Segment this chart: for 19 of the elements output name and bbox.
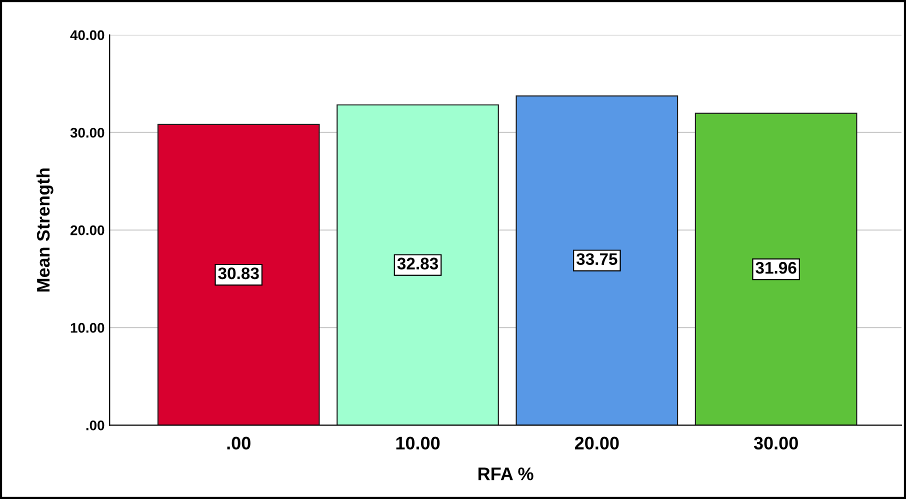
x-axis-title: RFA % — [478, 468, 534, 480]
data-label: 33.75 — [576, 253, 618, 266]
y-tick-label: 30.00 — [70, 128, 104, 138]
y-tick-label: .00 — [86, 420, 104, 430]
data-label: 31.96 — [756, 262, 796, 274]
bar — [694, 112, 858, 426]
data-label: 30.83 — [218, 267, 259, 280]
bar — [157, 124, 320, 426]
bar — [336, 104, 499, 426]
y-tick-label: 10.00 — [70, 322, 104, 333]
x-tick-label: 30.00 — [754, 436, 798, 450]
x-tick-label: 20.00 — [574, 436, 619, 450]
y-axis-title: Mean Strength — [36, 168, 54, 292]
bar — [516, 95, 678, 426]
x-tick-label: .00 — [227, 436, 250, 450]
data-label: 32.83 — [397, 258, 438, 270]
y-tick-label: 20.00 — [70, 225, 104, 236]
y-tick-label: 40.00 — [70, 30, 104, 40]
x-tick-label: 10.00 — [396, 436, 440, 450]
